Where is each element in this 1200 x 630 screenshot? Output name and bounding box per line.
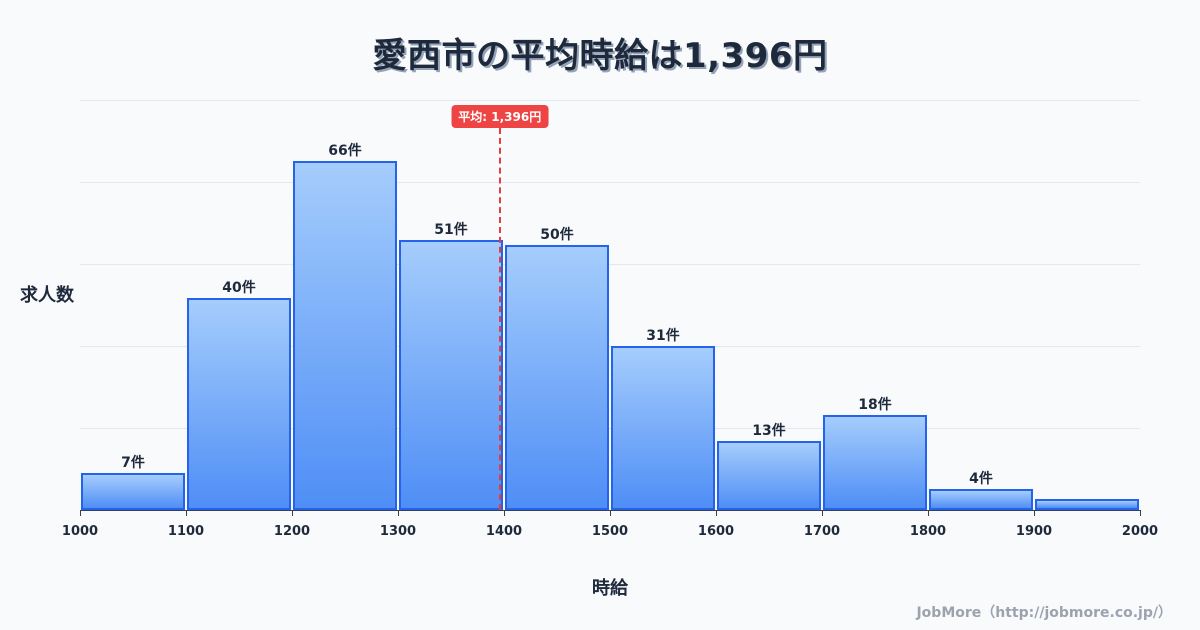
x-tick-label: 1900 [1015, 524, 1053, 539]
bar-value-label: 66件 [328, 142, 362, 159]
x-tick-label: 1000 [61, 524, 99, 539]
average-line [498, 128, 501, 510]
x-tick-label: 1200 [273, 524, 311, 539]
x-tick-label: 1800 [909, 524, 947, 539]
x-tick [928, 510, 929, 516]
gridline [80, 100, 1140, 101]
histogram-bar [399, 240, 503, 510]
x-axis-label: 時給 [592, 578, 628, 599]
x-tick [1140, 510, 1141, 516]
x-tick [80, 510, 81, 516]
bar-value-label: 31件 [646, 328, 680, 344]
histogram-bar [293, 160, 397, 510]
gridline [80, 428, 1140, 429]
bar-value-label: 7件 [121, 454, 145, 471]
x-tick-label: 1500 [591, 524, 629, 539]
x-tick [398, 510, 399, 516]
x-tick-label: 1100 [167, 524, 205, 539]
chart-title: 愛西市の平均時給は1,396円 [372, 36, 828, 76]
histogram-bar [717, 441, 821, 510]
x-tick-label: 1300 [379, 524, 417, 539]
histogram-bar [823, 414, 927, 510]
x-tick [610, 510, 611, 516]
gridline [80, 264, 1140, 265]
x-tick-label: 2000 [1121, 524, 1159, 539]
x-tick [292, 510, 293, 516]
credit-text: JobMore（http://jobmore.co.jp/） [916, 605, 1172, 621]
x-tick [716, 510, 717, 516]
bar-value-label: 18件 [858, 396, 892, 413]
bar-value-label: 4件 [969, 470, 993, 487]
x-tick-label: 1700 [803, 524, 841, 539]
gridline [80, 346, 1140, 347]
x-tick-label: 1600 [697, 524, 735, 539]
x-tick [504, 510, 505, 516]
histogram-bar [187, 298, 291, 510]
average-badge: 平均: 1,396円 [451, 105, 549, 128]
histogram-bar [81, 472, 185, 510]
y-axis-label: 求人数 [20, 285, 74, 306]
x-tick-label: 1400 [485, 524, 523, 539]
gridline [80, 182, 1140, 183]
bar-value-label: 13件 [752, 423, 786, 440]
bar-value-label: 51件 [434, 222, 468, 239]
histogram-plot: 7件 40件 66件 51件 50件 31件 13件 18件 4件 1000 1100 1200 13… [62, 100, 1158, 539]
histogram-bar [929, 488, 1033, 510]
x-tick [1034, 510, 1035, 516]
histogram-bar [1035, 499, 1139, 510]
histogram-bar [611, 346, 715, 510]
bar-value-label: 50件 [540, 227, 574, 244]
bar-value-label: 40件 [222, 280, 256, 297]
histogram-bar [505, 245, 609, 510]
x-tick [186, 510, 187, 516]
x-tick [822, 510, 823, 516]
